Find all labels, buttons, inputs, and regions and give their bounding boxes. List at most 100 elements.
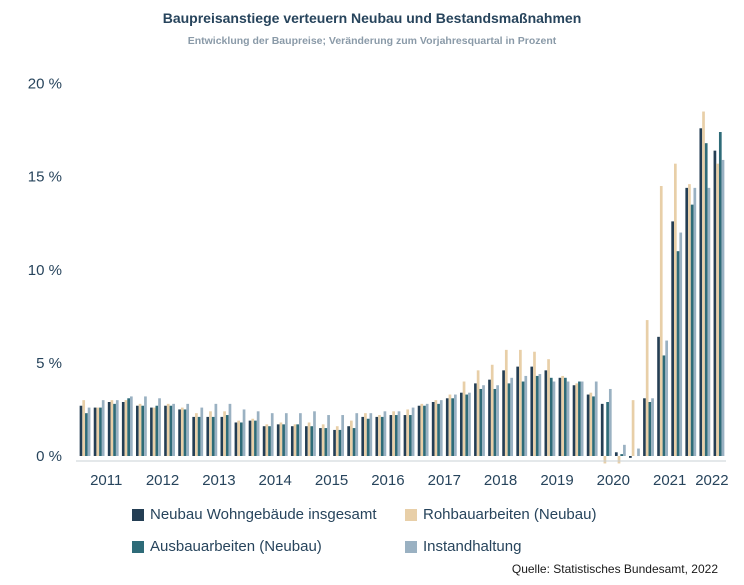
bar (397, 411, 401, 456)
bar (662, 355, 666, 456)
legend-item-ausbau: Ausbauarbeiten (Neubau) (132, 538, 322, 555)
bar (606, 402, 609, 456)
bar (380, 416, 384, 456)
bar (479, 388, 483, 456)
source-note: Quelle: Statistisches Bundesamt, 2022 (511, 562, 718, 576)
legend-swatch-rohbau (405, 508, 417, 521)
bar (254, 420, 257, 456)
legend-swatch-neubau (132, 508, 144, 521)
bar (552, 381, 556, 456)
bar (394, 415, 398, 456)
bar (392, 411, 395, 456)
bar (99, 407, 102, 456)
bar (592, 396, 595, 456)
x-tick-label: 2012 (146, 472, 179, 489)
bar (225, 415, 229, 456)
bar (516, 366, 520, 456)
bar (411, 407, 415, 456)
bar (192, 416, 196, 456)
bar (195, 413, 198, 456)
y-tick-label: 20 % (28, 76, 62, 93)
bar (578, 381, 581, 456)
bar (530, 366, 534, 456)
legend-item-neubau: Neubau Wohngebäude insgesamt (132, 506, 377, 523)
x-tick-label: 2017 (428, 472, 461, 489)
bar (197, 416, 201, 456)
bar (462, 381, 466, 456)
bar (474, 383, 477, 456)
bar (369, 413, 373, 456)
bar (674, 163, 677, 457)
bar (519, 349, 522, 456)
y-tick-label: 5 % (36, 355, 62, 372)
bar (594, 381, 598, 456)
bar (268, 426, 271, 456)
bar (538, 374, 542, 456)
bar (535, 375, 539, 456)
bar (507, 383, 511, 456)
bar (643, 398, 646, 456)
bar (79, 405, 83, 456)
bar (502, 370, 505, 456)
bar (637, 448, 640, 456)
bar (575, 383, 579, 456)
bar (240, 422, 243, 456)
bar (305, 426, 308, 456)
bar (115, 400, 119, 456)
bar (482, 385, 485, 456)
bar (659, 186, 663, 456)
bar (431, 402, 435, 456)
bar (155, 405, 159, 456)
x-tick-label: 2018 (484, 472, 517, 489)
bar (121, 402, 125, 456)
bar (214, 403, 218, 456)
bar (234, 422, 238, 456)
bar (164, 405, 167, 456)
bar (172, 403, 175, 456)
bar (620, 454, 624, 456)
bar (420, 403, 424, 456)
bar (321, 424, 325, 456)
bar (338, 429, 342, 456)
y-tick-label: 0 % (36, 448, 62, 465)
bar (228, 403, 232, 456)
x-tick-label: 2021 (653, 472, 686, 489)
bar (665, 340, 669, 456)
bar (135, 405, 139, 456)
bar (437, 403, 440, 456)
bar (657, 336, 660, 456)
y-tick-label: 10 % (28, 262, 62, 279)
bar (366, 418, 370, 456)
bar (504, 349, 508, 456)
bar (209, 411, 212, 456)
bar (375, 416, 379, 456)
bar (113, 403, 116, 456)
bar (293, 424, 297, 456)
bar (82, 400, 86, 456)
bar (248, 420, 252, 456)
bar (333, 429, 336, 456)
bar (521, 381, 525, 456)
legend-label-instandhaltung: Instandhaltung (423, 538, 522, 555)
bar (403, 415, 407, 456)
bar (721, 159, 725, 456)
x-tick-label: 2014 (259, 472, 292, 489)
bar (425, 403, 429, 456)
x-tick-label: 2019 (540, 472, 573, 489)
bar-chart: 0 % 5 % 10 % 15 % 20 % 2011 2012 2013 2014 2015 20… (28, 76, 729, 489)
bar (324, 428, 328, 456)
x-tick-label: 2013 (202, 472, 235, 489)
bar (468, 392, 471, 456)
bar (85, 413, 88, 456)
bar (87, 407, 91, 456)
bar (651, 398, 654, 456)
bar (124, 400, 128, 456)
bar (445, 398, 449, 456)
bar (679, 232, 683, 456)
bar (685, 187, 689, 456)
bar (242, 409, 246, 456)
bar (178, 409, 181, 456)
x-tick-label: 2016 (371, 472, 404, 489)
bar (572, 385, 576, 456)
bar (319, 428, 322, 456)
